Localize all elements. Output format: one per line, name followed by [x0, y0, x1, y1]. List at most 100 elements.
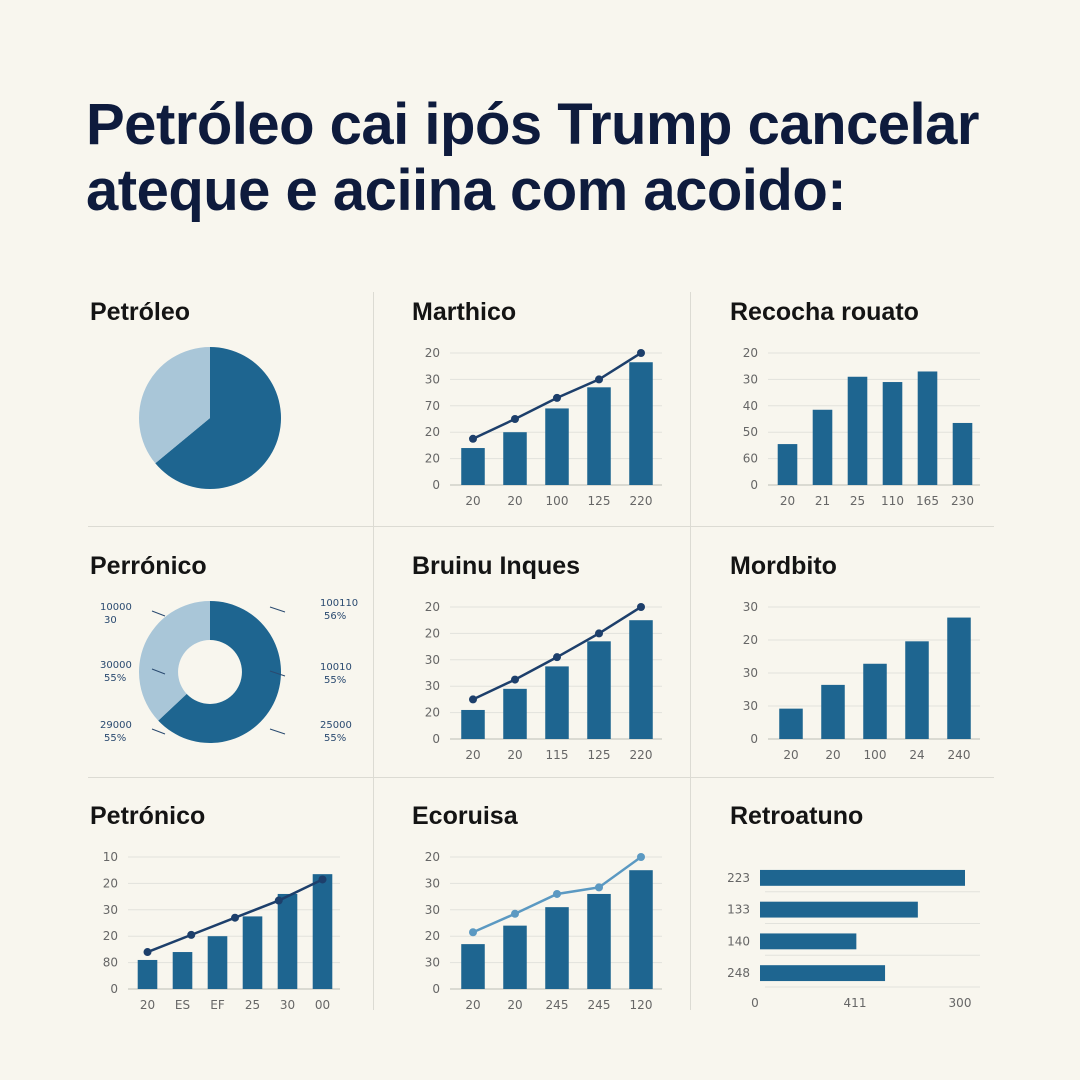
chart-3-svg: 20 30 40 50 60 0 20 21 25 110 165 230: [743, 346, 980, 508]
trend-point-3: [595, 629, 603, 638]
x-tick-label: 20: [507, 998, 522, 1012]
x-tick-label: 20: [783, 748, 798, 762]
page-title: Petróleo cai ipós Trump cancelar ateque …: [86, 92, 1026, 224]
trend-point-3: [274, 896, 283, 905]
trend-point-2: [553, 653, 561, 662]
chart-2-svg: 20 30 70 20 20 0 20 20 100 125 220: [425, 346, 662, 508]
trend-point-4: [637, 853, 645, 861]
callout-label-1: 30000: [100, 660, 132, 671]
y-tick-label: 30: [425, 679, 440, 693]
y-tick-label: 20: [425, 626, 440, 640]
chart-panel-5: Bruinu Inques 20 20 30 30 20 0 20 20 115 125 220: [412, 552, 732, 802]
chart-1-title: Petróleo: [90, 298, 191, 326]
bar-2: [545, 666, 569, 739]
bar-2: [847, 376, 868, 485]
callout-label-0: 10000: [100, 602, 132, 613]
y-tick-label: 20: [743, 346, 758, 360]
y-tick-label: 30: [425, 876, 440, 890]
y-tick-label: 30: [743, 372, 758, 386]
chart-3-title: Recocha rouato: [730, 298, 919, 326]
y-tick-label: 80: [103, 956, 118, 970]
chart-4-svg: 10000 30 30000 55% 29000 55% 100110 56% 10010 55%…: [100, 598, 358, 744]
x-tick-label: 100: [546, 494, 569, 508]
trend-point-1: [511, 415, 519, 423]
chart-panel-9: Retroatuno 223 133 140 248 0 411 300: [727, 802, 1050, 1052]
bar-3: [587, 387, 611, 485]
chart-panel-3: Recocha rouato 20 30 40 50 60 0 20 21 25 110 165 23…: [730, 298, 1050, 548]
callout-leader-4: [269, 670, 286, 677]
trend-point-2: [553, 393, 561, 402]
x-tick-label: 411: [844, 996, 867, 1010]
bar-4: [917, 371, 938, 485]
bar-0: [777, 444, 798, 485]
x-tick-label: 25: [850, 494, 865, 508]
callout-leader-5: [269, 728, 286, 735]
bar-4: [629, 362, 653, 485]
trend-point-1: [511, 909, 519, 918]
chart-6-svg: 30 20 30 30 0 20 20 100 24 240: [743, 600, 980, 762]
x-tick-label: 125: [588, 494, 611, 508]
chart-2-title: Marthico: [412, 298, 517, 326]
chart-5-title: Bruinu Inques: [412, 552, 581, 580]
bar-4: [629, 620, 653, 739]
x-tick-label: 300: [949, 996, 972, 1010]
x-tick-label: 245: [588, 998, 611, 1012]
chart-panel-7: Petrónico 10 20 30 20 80 0 20 ES EF 25 30 00: [90, 802, 410, 1052]
y-tick-label: 20: [103, 876, 118, 890]
x-tick-label: 110: [881, 494, 904, 508]
bar-0: [137, 959, 158, 989]
y-tick-label: 30: [103, 903, 118, 917]
x-tick-label: 20: [507, 494, 522, 508]
bar-4: [277, 893, 298, 989]
chart-8-svg: 20 30 30 20 30 0 20 20 245 245 120: [425, 850, 662, 1012]
y-tick-label: 10: [103, 850, 118, 864]
x-tick-label: 30: [280, 998, 295, 1012]
callout-value-3: 56%: [324, 611, 346, 622]
y-tick-label: 30: [425, 903, 440, 917]
bar-0: [461, 709, 485, 739]
x-tick-label: 220: [630, 494, 653, 508]
chart-6-title: Mordbito: [730, 552, 837, 580]
x-tick-label: 125: [588, 748, 611, 762]
x-tick-label: 25: [245, 998, 260, 1012]
bar-0: [461, 944, 485, 989]
bar-2: [863, 663, 887, 739]
y-tick-label: 20: [103, 929, 118, 943]
x-tick-label: 20: [140, 998, 155, 1012]
trend-point-3: [595, 375, 603, 384]
callout-leader-1: [151, 668, 166, 675]
x-tick-label: 20: [507, 748, 522, 762]
bar-4: [947, 617, 971, 739]
bar-2: [545, 408, 569, 485]
page-title-line-2: ateque e aciina com acoido:: [86, 158, 847, 223]
trend-point-0: [469, 695, 477, 704]
x-tick-label: 230: [951, 494, 974, 508]
x-tick-label: 20: [465, 494, 480, 508]
y-tick-label: 0: [432, 478, 440, 492]
y-tick-label: 133: [727, 903, 750, 917]
x-tick-label: 165: [916, 494, 939, 508]
x-tick-label: 100: [864, 748, 887, 762]
bar-0: [779, 708, 803, 739]
bar-2: [545, 907, 569, 989]
chart-panel-1: Petróleo: [90, 298, 410, 548]
grid-divider-horizontal-2: [88, 777, 994, 778]
chart-panel-2: Marthico 20 30 70 20 20 0 20 20 100 125 220: [412, 298, 732, 548]
donut-hole: [178, 640, 242, 704]
x-tick-label: 115: [546, 748, 569, 762]
chart-9-svg: 223 133 140 248 0 411 300: [727, 869, 980, 1010]
y-tick-label: 20: [425, 425, 440, 439]
page-title-line-1: Petróleo cai ipós Trump cancelar: [86, 92, 980, 157]
trend-point-3: [595, 883, 603, 892]
callout-label-3: 100110: [320, 598, 358, 609]
bar-3: [242, 916, 263, 989]
bar-1: [812, 409, 833, 485]
y-tick-label: 223: [727, 871, 750, 885]
trend-point-0: [469, 928, 477, 937]
bar-0: [461, 448, 485, 485]
chart-1-svg: [139, 347, 281, 489]
chart-7-title: Petrónico: [90, 802, 206, 830]
callout-leader-0: [151, 610, 166, 617]
chart-panel-4: Perrónico 10000 30 30000 55% 29000 55% 100110 5…: [90, 552, 410, 802]
x-tick-label: 00: [315, 998, 330, 1012]
